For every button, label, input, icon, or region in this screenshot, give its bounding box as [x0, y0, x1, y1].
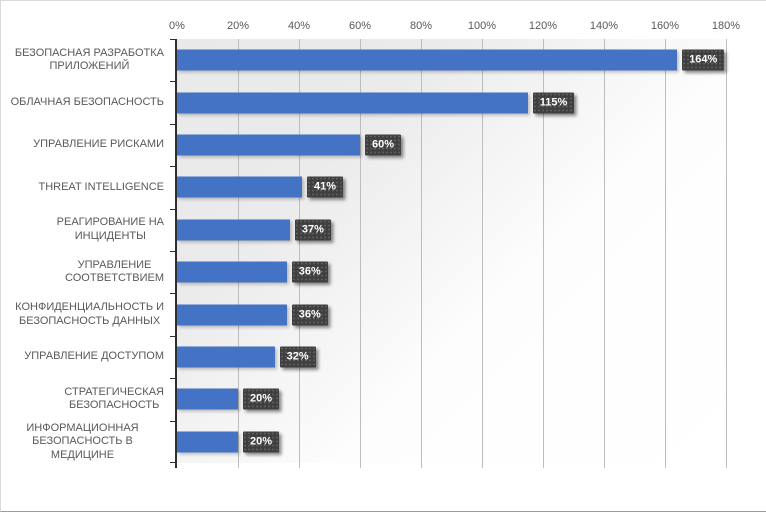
gridline: [420, 39, 422, 468]
gridline: [359, 39, 361, 468]
bar-row: 32%: [177, 336, 726, 378]
bar-row: 41%: [177, 166, 726, 208]
category-label-row: ИНФОРМАЦИОННАЯ БЕЗОПАСНОСТЬ В МЕДИЦИНЕ: [1, 421, 171, 463]
gridline: [725, 39, 727, 468]
category-label: КОНФИДЕНЦИАЛЬНОСТЬ И БЕЗОПАСНОСТЬ ДАННЫХ: [15, 301, 164, 327]
bar: [177, 219, 290, 241]
bar: [177, 176, 303, 198]
category-label: THREAT INTELLIGENCE: [38, 180, 164, 193]
bar: [177, 261, 287, 283]
bar-row: 60%: [177, 124, 726, 166]
category-axis-tick: [170, 378, 176, 380]
category-axis-tick: [170, 420, 176, 422]
category-axis-tick: [170, 251, 176, 252]
x-tick-label: 0%: [169, 20, 185, 32]
gridline: [298, 39, 300, 468]
category-label: ИНФОРМАЦИОННАЯ БЕЗОПАСНОСТЬ В МЕДИЦИНЕ: [26, 421, 139, 461]
x-tick-label: 60%: [348, 20, 372, 32]
bar-value-label: 32%: [279, 346, 316, 368]
bar-value-label: 41%: [307, 176, 344, 198]
category-label: УПРАВЛЕНИЕ РИСКАМИ: [33, 138, 164, 151]
category-label-row: РЕАГИРОВАНИЕ НА ИНЦИДЕНТЫ: [1, 209, 171, 251]
bar-row: 36%: [177, 293, 726, 335]
bar: [177, 431, 238, 453]
gridline: [237, 39, 239, 468]
bar-value-label: 115%: [532, 92, 575, 114]
x-tick-label: 140%: [589, 20, 619, 32]
bar: [177, 304, 287, 326]
bar-value-label: 60%: [365, 134, 402, 156]
bar: [177, 92, 528, 114]
bar: [177, 49, 678, 71]
gridline: [603, 39, 605, 468]
category-label: СТРАТЕГИЧЕСКАЯ БЕЗОПАСНОСТЬ: [64, 385, 164, 412]
category-label-row: СТРАТЕГИЧЕСКАЯ БЕЗОПАСНОСТЬ: [1, 378, 171, 420]
category-labels: БЕЗОПАСНАЯ РАЗРАБОТКА ПРИЛОЖЕНИЙ ОБЛАЧНАЯ…: [1, 39, 171, 463]
bar-row: 164%: [177, 39, 726, 81]
category-label: ОБЛАЧНАЯ БЕЗОПАСНОСТЬ: [10, 95, 164, 108]
bar: [177, 134, 360, 156]
category-axis-tick: [170, 39, 176, 40]
category-axis-tick: [170, 81, 176, 83]
category-label-row: УПРАВЛЕНИЕ ДОСТУПОМ: [1, 336, 171, 378]
category-axis-tick: [170, 335, 176, 337]
category-label: УПРАВЛЕНИЕ ДОСТУПОМ: [24, 350, 164, 363]
category-label-row: THREAT INTELLIGENCE: [1, 166, 171, 208]
bar-value-label: 20%: [243, 431, 280, 453]
x-tick-label: 100%: [467, 20, 497, 32]
category-label-row: ОБЛАЧНАЯ БЕЗОПАСНОСТЬ: [1, 81, 171, 123]
x-tick-label: 120%: [528, 20, 558, 32]
x-tick-label: 160%: [650, 20, 680, 32]
bar-value-label: 36%: [291, 261, 328, 283]
category-axis-tick: [170, 293, 176, 295]
bar-value-label: 164%: [682, 49, 725, 71]
bar: [177, 346, 275, 368]
category-label: БЕЗОПАСНАЯ РАЗРАБОТКА ПРИЛОЖЕНИЙ: [14, 46, 164, 73]
bar-row: 20%: [177, 378, 726, 420]
category-label: УПРАВЛЕНИЕ СООТВЕТСТВИЕМ: [65, 258, 164, 285]
category-label-row: БЕЗОПАСНАЯ РАЗРАБОТКА ПРИЛОЖЕНИЙ: [1, 39, 171, 81]
category-axis-tick: [170, 208, 176, 210]
plot-area: 164% 115% 60% 41% 37% 36% 36% 32% 20% 20%: [170, 39, 727, 468]
bar-value-label: 36%: [291, 304, 328, 326]
gridline: [481, 39, 483, 468]
x-tick-label: 180%: [711, 20, 741, 32]
x-tick-label: 80%: [409, 20, 433, 32]
bar: [177, 388, 238, 410]
category-axis-line: [175, 39, 177, 468]
category-axis-tick: [170, 123, 176, 125]
x-tick-label: 40%: [287, 20, 311, 32]
category-label: РЕАГИРОВАНИЕ НА ИНЦИДЕНТЫ: [56, 216, 164, 242]
x-tick-label: 20%: [226, 20, 250, 32]
bar-row: 37%: [177, 209, 726, 251]
bar-row: 20%: [177, 421, 726, 463]
category-label-row: УПРАВЛЕНИЕ РИСКАМИ: [1, 124, 171, 166]
category-axis-tick: [170, 166, 176, 168]
gridline: [542, 39, 544, 468]
bar-row: 36%: [177, 251, 726, 293]
bar-value-label: 37%: [294, 219, 331, 241]
category-label-row: КОНФИДЕНЦИАЛЬНОСТЬ И БЕЗОПАСНОСТЬ ДАННЫХ: [1, 293, 171, 335]
bar-value-label: 20%: [243, 388, 280, 410]
category-axis-tick: [170, 462, 176, 463]
category-label-row: УПРАВЛЕНИЕ СООТВЕТСТВИЕМ: [1, 251, 171, 293]
gridline: [664, 39, 666, 468]
bar-row: 115%: [177, 81, 726, 123]
